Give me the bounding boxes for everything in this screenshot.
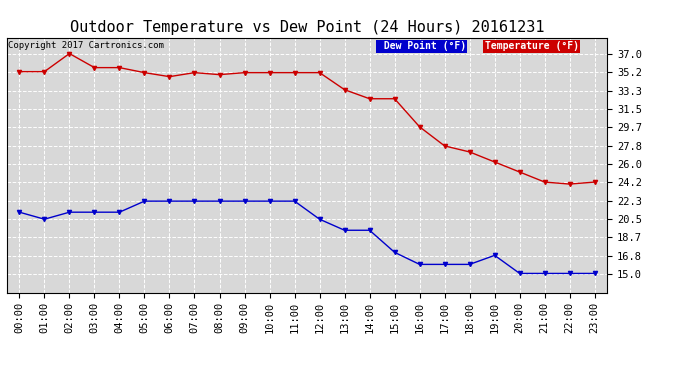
Text: Temperature (°F): Temperature (°F) bbox=[485, 41, 579, 51]
Text: Copyright 2017 Cartronics.com: Copyright 2017 Cartronics.com bbox=[8, 41, 164, 50]
Text: Dew Point (°F): Dew Point (°F) bbox=[378, 41, 466, 51]
Title: Outdoor Temperature vs Dew Point (24 Hours) 20161231: Outdoor Temperature vs Dew Point (24 Hou… bbox=[70, 20, 544, 35]
